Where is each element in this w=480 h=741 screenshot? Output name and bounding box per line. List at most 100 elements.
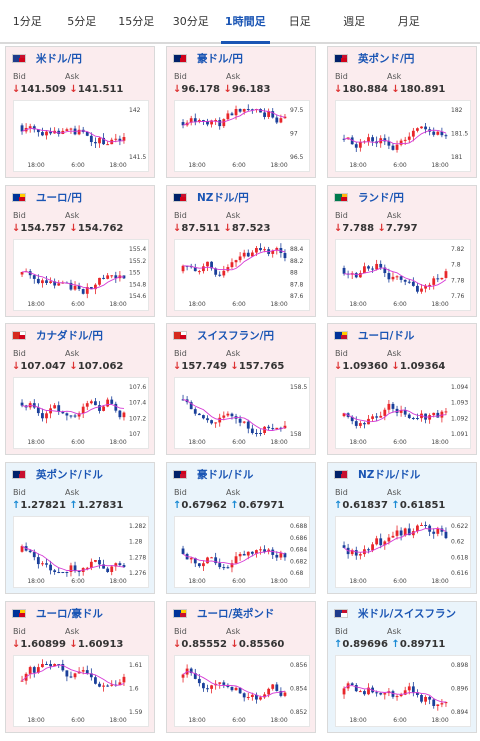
mini-candle-chart[interactable]: 0.898 0.896 0.894 18:00 6:00 18:00 [335,655,471,727]
candle-body [416,525,419,532]
candle-body [214,268,218,275]
pair-name-link[interactable]: ユーロ/豪ドル [36,607,103,620]
pair-name-link[interactable]: 米ドル/スイスフラン [358,607,457,620]
candle-body [383,138,387,142]
ask-price: 0.85560 [238,639,285,650]
candle-body [89,286,93,290]
arrow-down-icon: ↓ [230,361,239,372]
candle-body [259,248,262,251]
pair-name-link[interactable]: 英ポンド/円 [358,52,415,65]
candle-body [283,692,287,696]
candle-body [383,409,387,416]
y-tick-label: 0.854 [290,686,307,693]
timeframe-tabs: 1分足 5分足 15分足 30分足 1時間足 日足 週足 月足 [0,0,480,44]
candle-body [395,408,399,413]
y-tick-label: 158 [290,431,302,438]
pair-name-link[interactable]: 英ポンド/ドル [36,468,103,481]
pair-name-link[interactable]: ユーロ/ドル [358,329,415,342]
pair-name-link[interactable]: NZドル/ドル [358,468,421,481]
candle-body [354,144,358,148]
mini-candle-chart[interactable]: 182 181.5 181 18:00 6:00 18:00 [335,100,471,172]
pair-name-link[interactable]: 豪ドル/円 [197,52,243,65]
candle-body [65,572,69,573]
rate-card[interactable]: NZドル/円 Bid Ask ↓87.511 ↓87.523 88.4 88.2 8… [166,185,316,317]
arrow-up-icon: ↑ [173,500,182,511]
bid-label: Bid [335,349,348,358]
candle-body [20,402,24,406]
mini-candle-chart[interactable]: 0.856 0.854 0.852 18:00 6:00 18:00 [174,655,310,727]
mini-candle-chart[interactable]: 158.5 158 18:00 6:00 18:00 [174,377,310,449]
pair-name-link[interactable]: 豪ドル/ドル [197,468,254,481]
pair-name-link[interactable]: NZドル/円 [197,191,249,204]
mini-candle-chart[interactable]: 88.4 88.2 88 87.8 87.6 18:00 6:00 18:00 [174,239,310,311]
rate-card[interactable]: 豪ドル/円 Bid Ask ↓96.178 ↓96.183 97.5 97 96.5… [166,46,316,178]
ask-label: Ask [226,72,241,81]
moving-average-line [343,409,447,423]
tab-timeframe[interactable]: 1時間足 [218,0,273,44]
tab-timeframe[interactable]: 15分足 [118,15,155,28]
tab-timeframe[interactable]: 月足 [397,15,420,28]
rate-card[interactable]: 米ドル/スイスフラン Bid Ask ↑0.89696 ↑0.89711 0.8… [327,601,477,733]
rate-card[interactable]: 英ポンド/ドル Bid Ask ↑1.27821 ↑1.27831 1.282 1… [5,462,155,594]
tab-timeframe[interactable]: 1分足 [12,15,42,28]
candle-body [391,403,395,409]
candle-body [69,565,73,572]
candle-body [98,405,101,411]
rate-card[interactable]: 米ドル/円 Bid Ask ↓141.509 ↓141.511 142 141.5… [5,46,155,178]
rate-card[interactable]: カナダドル/円 Bid Ask ↓107.047 ↓107.062 107.6 1… [5,323,155,455]
candle-body [94,284,97,290]
rate-card[interactable]: ユーロ/豪ドル Bid Ask ↓1.60899 ↓1.60913 1.61 1.… [5,601,155,733]
pair-name-link[interactable]: ユーロ/英ポンド [197,607,275,620]
arrow-down-icon: ↓ [391,84,400,95]
candle-body [53,405,57,409]
arrow-down-icon: ↓ [223,223,232,234]
mini-candle-chart[interactable]: 97.5 97 96.5 18:00 6:00 18:00 [174,100,310,172]
mini-candle-chart[interactable]: 1.094 1.093 1.092 1.091 18:00 6:00 18:00 [335,377,471,449]
mini-candle-chart[interactable]: 0.622 0.62 0.618 0.616 18:00 6:00 18:00 [335,516,471,588]
y-tick-label: 1.094 [451,384,468,391]
card-header: カナダドル/円 [12,328,103,342]
y-tick-label: 87.8 [290,281,304,288]
candle-body [206,557,209,564]
candle-body [106,275,110,279]
candle-body [193,118,197,122]
mini-candle-chart[interactable]: 107.6 107.4 107.2 107 18:00 6:00 18:00 [13,377,149,449]
pair-name-link[interactable]: スイスフラン/円 [197,329,275,342]
candle-body [424,525,427,526]
mini-candle-chart[interactable]: 7.82 7.8 7.78 7.76 18:00 6:00 18:00 [335,239,471,311]
x-tick-label: 18:00 [431,162,448,169]
candle-body [250,252,254,257]
candle-body [32,126,36,130]
rate-card[interactable]: 英ポンド/円 Bid Ask ↓180.884 ↓180.891 182 181.… [327,46,477,178]
rate-card[interactable]: ユーロ/英ポンド Bid Ask ↓0.85552 ↓0.85560 0.856… [166,601,316,733]
rate-card[interactable]: スイスフラン/円 Bid Ask ↓157.749 ↓157.765 158.5… [166,323,316,455]
x-tick-label: 6:00 [232,578,246,585]
pair-name-link[interactable]: ユーロ/円 [36,191,82,204]
mini-candle-chart[interactable]: 142 141.5 18:00 6:00 18:00 [13,100,149,172]
rate-card[interactable]: NZドル/ドル Bid Ask ↑0.61837 ↑0.61851 0.622 0… [327,462,477,594]
mini-candle-chart[interactable]: 155.4 155.2 155 154.8 154.6 18:00 6:00 18:00 [13,239,149,311]
candle-body [428,696,432,700]
mini-candle-chart[interactable]: 1.282 1.28 1.278 1.276 18:00 6:00 18:00 [13,516,149,588]
rate-card[interactable]: ランド/円 Bid Ask ↓7.788 ↓7.797 7.82 7.8 7.78 7… [327,185,477,317]
candle-body [275,684,279,691]
card-header: 豪ドル/ドル [173,467,253,481]
pair-name-link[interactable]: 米ドル/円 [36,52,82,65]
rate-card[interactable]: ユーロ/円 Bid Ask ↓154.757 ↓154.762 155.4 155… [5,185,155,317]
tab-timeframe[interactable]: 日足 [288,15,311,28]
mini-candle-chart[interactable]: 0.688 0.686 0.684 0.682 0.68 18:00 6:00 18:00 [174,516,310,588]
rate-card[interactable]: ユーロ/ドル Bid Ask ↓1.09360 ↓1.09364 1.094 1.… [327,323,477,455]
tab-timeframe[interactable]: 30分足 [172,15,209,28]
pair-name-link[interactable]: カナダドル/円 [36,329,103,342]
candle-body [250,428,254,433]
tab-timeframe[interactable]: 5分足 [67,15,97,28]
tab-timeframe[interactable]: 週足 [343,15,366,28]
candle-body [210,557,213,559]
bid-label: Bid [174,72,187,81]
pair-name-link[interactable]: ランド/円 [358,191,404,204]
x-tick-label: 18:00 [109,717,126,724]
rate-card[interactable]: 豪ドル/ドル Bid Ask ↑0.67962 ↑0.67971 0.688 0.… [166,462,316,594]
mini-candle-chart[interactable]: 1.61 1.6 1.59 18:00 6:00 18:00 [13,655,149,727]
y-tick-label: 158.5 [290,384,307,391]
candle-body [358,273,362,278]
